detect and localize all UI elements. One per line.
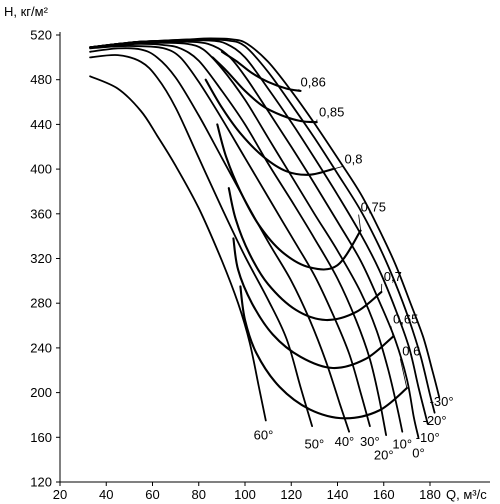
y-tick-label: 200 — [30, 385, 52, 400]
y-axis-title: H, кг/м² — [4, 4, 49, 19]
efficiency-leader — [390, 326, 394, 337]
blade-angle-label: 0° — [412, 445, 424, 460]
blade-angle-label: 30° — [360, 434, 380, 449]
y-tick-label: 360 — [30, 206, 52, 221]
x-axis-title: Q, м³/с — [446, 487, 487, 502]
efficiency-leader — [399, 358, 408, 389]
x-tick-label: 80 — [192, 487, 206, 502]
blade-angle-label: 40° — [335, 434, 355, 449]
efficiency-curve — [232, 237, 395, 370]
x-tick-label: 140 — [327, 487, 349, 502]
blade-angle-label: 60° — [254, 428, 274, 443]
blade-angle-label: 20° — [374, 448, 394, 463]
efficiency-label: 0,7 — [384, 269, 402, 284]
x-tick-label: 40 — [99, 487, 113, 502]
y-tick-label: 480 — [30, 72, 52, 87]
curve-labels: 0,6 0,65 0,7 0,75 0,8 0,85 0,86 60° 50° 40° 30°20°… — [254, 74, 454, 462]
blade-angle-label: -10° — [416, 430, 440, 445]
blade-angle-label: -30° — [430, 394, 454, 409]
blade-angle-curve — [89, 54, 313, 427]
blade-angle-curve — [89, 37, 441, 398]
efficiency-label: 0,6 — [402, 344, 420, 359]
blade-angle-label: 10° — [392, 436, 412, 451]
y-tick-label: 440 — [30, 117, 52, 132]
y-tick-label: 160 — [30, 430, 52, 445]
x-tick-label: 180 — [419, 487, 441, 502]
x-tick-label: 100 — [234, 487, 256, 502]
blade-angle-curve — [89, 47, 350, 433]
x-tick-label: 120 — [280, 487, 302, 502]
x-tick-label: 160 — [373, 487, 395, 502]
y-tick-label: 120 — [30, 475, 52, 490]
efficiency-curve — [239, 285, 408, 420]
tick-labels: 20 40 60 80 100 120 140 160 180 120 160 200 240 280 32… — [30, 28, 441, 503]
efficiency-label: 0,75 — [361, 200, 386, 215]
efficiency-leader — [332, 166, 343, 170]
y-tick-label: 400 — [30, 162, 52, 177]
axes — [59, 32, 490, 483]
y-tick-label: 320 — [30, 251, 52, 266]
blade-angle-curve — [89, 45, 371, 427]
efficiency-label: 0,65 — [393, 311, 418, 326]
y-tick-label: 520 — [30, 28, 52, 43]
efficiency-curve — [216, 123, 362, 271]
efficiency-leader — [298, 89, 301, 92]
efficiency-leader — [358, 214, 362, 231]
blade-angle-curve — [89, 40, 420, 439]
y-tick-label: 280 — [30, 296, 52, 311]
x-tick-label: 20 — [53, 487, 67, 502]
x-tick-label: 60 — [145, 487, 159, 502]
blade-angle-curve — [89, 38, 436, 414]
blade-angle-curve — [89, 75, 267, 422]
efficiency-label: 0,8 — [344, 152, 362, 167]
efficiency-curve — [211, 56, 318, 124]
blade-angle-label: 50° — [305, 436, 325, 451]
efficiency-curves — [204, 50, 408, 420]
blade-angle-label: -20° — [423, 413, 447, 428]
y-tick-label: 240 — [30, 340, 52, 355]
blade-angle-curve — [89, 41, 404, 433]
efficiency-label: 0,86 — [301, 74, 326, 89]
efficiency-label: 0,85 — [319, 105, 344, 120]
blade-angle-curves — [89, 37, 441, 439]
blade-angle-curve — [89, 42, 387, 436]
